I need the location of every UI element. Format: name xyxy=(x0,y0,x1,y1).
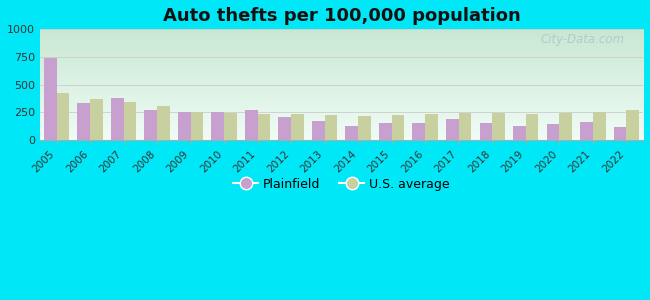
Bar xyxy=(358,116,371,140)
Bar xyxy=(77,103,90,140)
Bar xyxy=(211,112,224,140)
Bar xyxy=(57,94,70,140)
Bar xyxy=(178,112,190,140)
Bar xyxy=(257,114,270,140)
Bar xyxy=(157,106,170,140)
Bar xyxy=(190,112,203,140)
Bar xyxy=(580,122,593,140)
Bar xyxy=(291,114,304,140)
Bar xyxy=(345,126,358,140)
Bar xyxy=(144,110,157,140)
Bar xyxy=(446,119,459,140)
Bar xyxy=(526,114,538,140)
Bar xyxy=(111,98,124,140)
Bar xyxy=(459,113,471,140)
Text: City-Data.com: City-Data.com xyxy=(541,33,625,46)
Title: Auto thefts per 100,000 population: Auto thefts per 100,000 population xyxy=(162,7,520,25)
Bar xyxy=(492,113,505,140)
Bar xyxy=(392,115,404,140)
Bar xyxy=(245,110,257,140)
Bar xyxy=(480,123,492,140)
Bar xyxy=(413,123,425,140)
Bar xyxy=(124,102,136,140)
Bar xyxy=(312,121,324,140)
Bar xyxy=(379,123,392,140)
Bar xyxy=(44,58,57,140)
Bar xyxy=(90,99,103,140)
Legend: Plainfield, U.S. average: Plainfield, U.S. average xyxy=(228,173,455,196)
Bar xyxy=(627,110,639,140)
Bar xyxy=(425,114,438,140)
Bar xyxy=(614,127,627,140)
Bar xyxy=(547,124,559,140)
Bar xyxy=(278,117,291,140)
Bar xyxy=(224,113,237,140)
Bar xyxy=(513,126,526,140)
Bar xyxy=(593,112,606,140)
Bar xyxy=(324,115,337,140)
Bar xyxy=(559,113,572,140)
